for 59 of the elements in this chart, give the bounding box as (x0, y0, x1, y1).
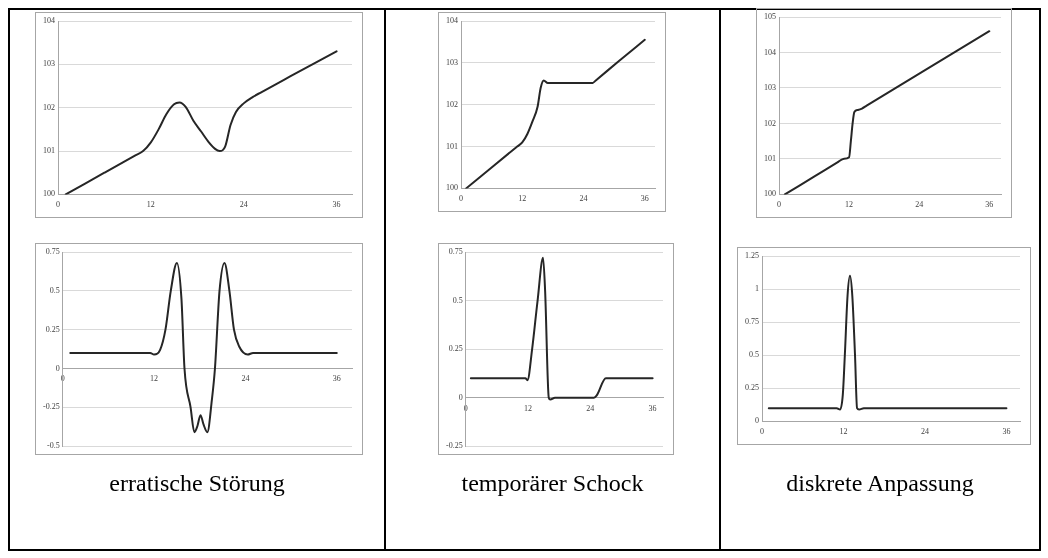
y-tick-label: 103 (43, 59, 55, 69)
y-tick-label: 0.5 (749, 350, 759, 360)
x-tick-label: 36 (985, 200, 994, 210)
y-tick-label: 0 (458, 392, 463, 402)
y-tick-label: 0.25 (745, 383, 759, 393)
y-tick-label: 0.25 (45, 324, 60, 334)
x-tick-label: 36 (332, 200, 341, 210)
y-tick-label: 0 (755, 416, 759, 426)
line-series (469, 256, 654, 401)
text: erratische Störung (108, 470, 286, 497)
y-tick-label: -0.5 (46, 441, 60, 451)
x-tick-label: 36 (1002, 427, 1011, 437)
x-tick-label: 24 (239, 200, 248, 210)
y-tick-label: 104 (764, 47, 776, 57)
x-tick-label: 36 (640, 194, 649, 204)
text: temporärer Schock (460, 470, 645, 497)
y-tick-label: 102 (446, 99, 458, 109)
x-tick-label: 24 (579, 194, 588, 204)
y-tick-label: 100 (764, 189, 776, 199)
y-tick-label: 105 (764, 12, 776, 22)
y-tick-label: 103 (446, 57, 458, 67)
y-tick-label: -0.25 (445, 441, 463, 451)
y-tick-label: 104 (43, 16, 55, 26)
y-tick-label: 100 (43, 189, 55, 199)
x-tick-label: 12 (146, 200, 155, 210)
x-tick-label: 12 (839, 427, 848, 437)
x-tick-label: 12 (150, 374, 159, 384)
y-tick-label: 1.25 (745, 251, 759, 261)
y-tick-label: 101 (446, 141, 458, 151)
x-tick-label: 24 (920, 427, 929, 437)
y-tick-label: 0.25 (448, 344, 463, 354)
y-tick-label: 100 (446, 183, 458, 193)
y-tick-label: 101 (764, 154, 776, 164)
y-tick-label: 0.75 (448, 247, 463, 257)
x-tick-label: 36 (648, 403, 657, 413)
x-tick-label: 24 (241, 374, 250, 384)
x-tick-label: 12 (518, 194, 527, 204)
y-tick-label: 102 (764, 118, 776, 128)
y-tick-label: 103 (764, 83, 776, 93)
line-series (783, 30, 991, 195)
x-tick-label: 24 (586, 403, 595, 413)
y-tick-label: 1 (755, 284, 759, 294)
y-tick-label: 0.75 (45, 247, 60, 257)
y-tick-label: -0.25 (42, 402, 60, 412)
text: diskrete Anpassung (785, 470, 975, 497)
y-tick-label: 101 (43, 146, 55, 156)
y-tick-label: 0.75 (745, 317, 759, 327)
x-tick-label: 24 (915, 200, 924, 210)
line-series (64, 50, 338, 195)
x-tick-label: 36 (332, 374, 341, 384)
y-tick-label: 0.5 (452, 295, 463, 305)
y-tick-label: 102 (43, 102, 55, 112)
y-tick-label: 0 (55, 363, 60, 373)
x-tick-label: 12 (845, 200, 854, 210)
y-tick-label: 104 (446, 16, 458, 26)
line-series (767, 274, 1008, 411)
y-tick-label: 0.5 (49, 285, 60, 295)
line-series (465, 38, 646, 189)
x-tick-label: 12 (523, 403, 532, 413)
